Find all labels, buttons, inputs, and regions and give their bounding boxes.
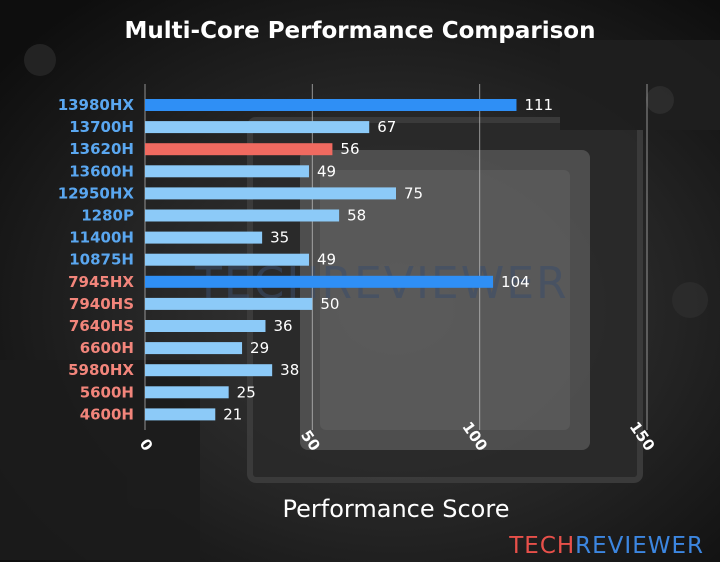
category-label: 13700H	[69, 118, 134, 136]
bars-group	[145, 99, 517, 421]
category-label: 5600H	[80, 383, 134, 401]
cpu-background-illustration	[0, 40, 720, 560]
category-label: 7940HS	[69, 295, 134, 313]
bar-12950HX	[145, 187, 396, 200]
category-label: 4600H	[80, 405, 134, 423]
bar-5600H	[145, 386, 229, 399]
category-label: 10875H	[69, 251, 134, 269]
techreviewer-logo: TECHREVIEWER	[508, 533, 704, 559]
category-label: 13980HX	[58, 96, 135, 114]
value-label: 49	[317, 162, 336, 180]
value-label: 35	[270, 229, 289, 247]
value-label: 67	[377, 118, 396, 136]
bar-7940HS	[145, 297, 313, 310]
value-label: 36	[273, 317, 292, 335]
value-label: 49	[317, 251, 336, 269]
category-label: 13600H	[69, 162, 134, 180]
value-label: 56	[340, 140, 359, 158]
value-label: 104	[501, 273, 530, 291]
value-label: 21	[223, 405, 242, 423]
logo-part-tech: TECH	[508, 533, 575, 559]
category-label: 6600H	[80, 339, 134, 357]
value-label: 25	[237, 383, 256, 401]
category-label: 13620H	[69, 140, 134, 158]
category-label: 7945HX	[68, 273, 134, 291]
bar-1280P	[145, 209, 340, 222]
category-label: 5980HX	[68, 361, 134, 379]
category-label: 12950HX	[58, 184, 135, 202]
bar-10875H	[145, 253, 309, 266]
x-axis-label: Performance Score	[283, 495, 510, 523]
bar-7640HS	[145, 320, 266, 332]
bar-13600H	[145, 165, 309, 178]
value-label: 29	[250, 339, 269, 357]
category-label: 1280P	[81, 207, 134, 225]
bar-5980HX	[145, 364, 273, 377]
value-label: 58	[347, 207, 366, 225]
value-label: 50	[320, 295, 339, 313]
value-label: 75	[404, 184, 423, 202]
bar-13700H	[145, 121, 370, 134]
bar-6600H	[145, 342, 243, 355]
bar-13980HX	[145, 99, 517, 111]
logo-part-reviewer: REVIEWER	[575, 533, 704, 559]
bar-11400H	[145, 231, 263, 244]
value-label: 38	[280, 361, 299, 379]
chart-title: Multi-Core Performance Comparison	[125, 18, 596, 44]
bar-13620H	[145, 143, 333, 156]
category-label: 11400H	[69, 229, 134, 247]
category-label: 7640HS	[69, 317, 134, 335]
category-labels: 13980HX 13700H 13620H 13600H 12950HX 1280P 114…	[58, 96, 135, 423]
bar-4600H	[145, 408, 216, 421]
bar-7945HX	[145, 275, 494, 288]
value-label: 111	[524, 96, 553, 114]
